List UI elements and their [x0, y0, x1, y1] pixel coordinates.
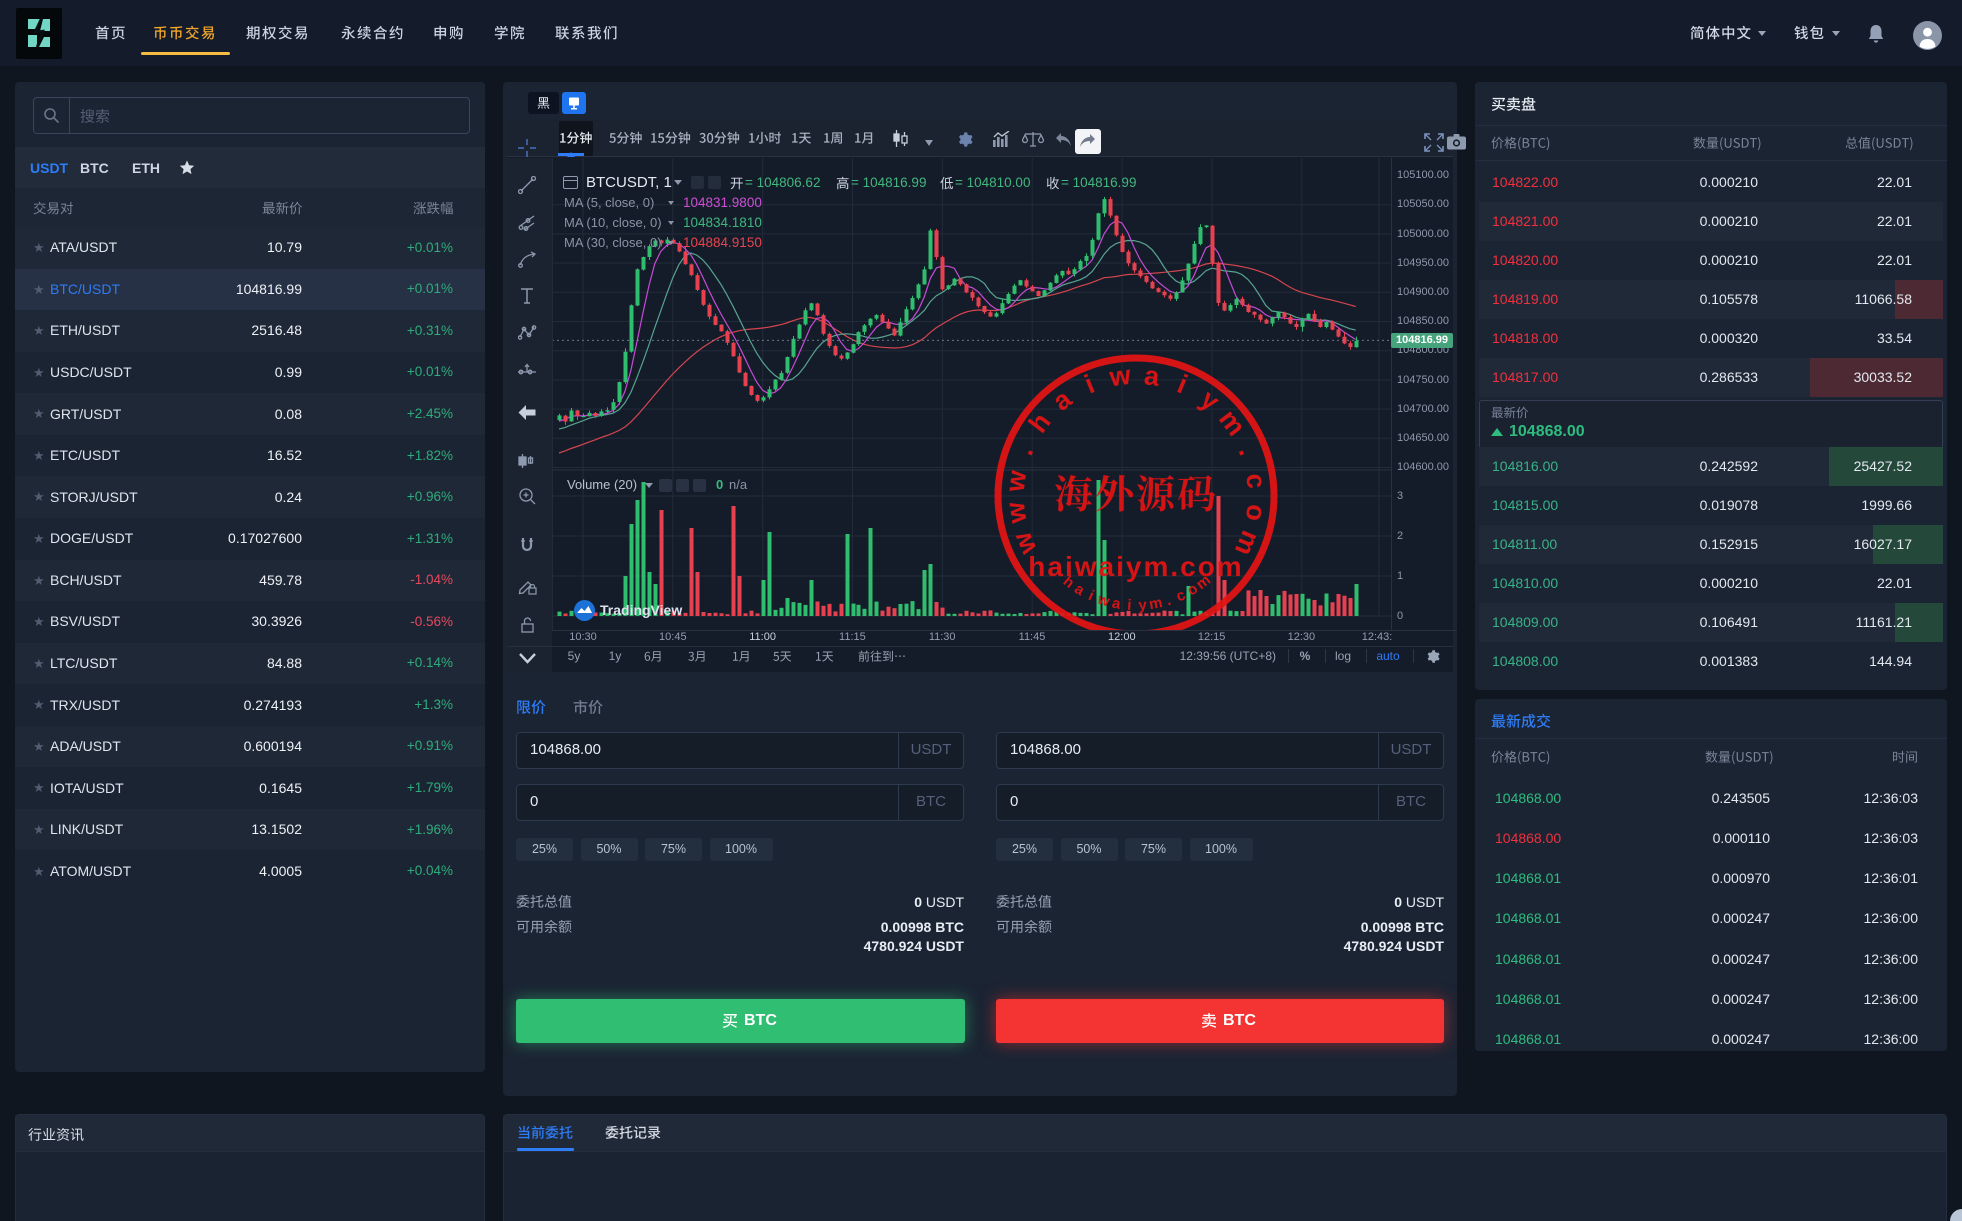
svg-text:w: w: [1000, 468, 1033, 495]
svg-text:c: c: [1240, 472, 1272, 491]
svg-text:w: w: [1000, 499, 1033, 526]
svg-text:i: i: [1127, 597, 1132, 614]
svg-text:i: i: [1086, 587, 1097, 604]
svg-text:i: i: [1173, 369, 1191, 400]
svg-text:y: y: [1138, 597, 1148, 615]
svg-text:o: o: [1240, 503, 1272, 523]
svg-text:.: .: [1164, 592, 1173, 609]
svg-text:a: a: [1071, 580, 1087, 599]
svg-text:y: y: [1195, 384, 1225, 417]
svg-text:a: a: [1142, 360, 1162, 392]
svg-text:.: .: [1233, 441, 1264, 459]
svg-text:a: a: [1111, 595, 1123, 613]
svg-text:a: a: [1047, 383, 1078, 417]
svg-text:w: w: [1094, 590, 1111, 610]
svg-text:i: i: [1080, 369, 1098, 400]
svg-text:haiwaiym.com: haiwaiym.com: [1028, 551, 1243, 582]
svg-text:m: m: [1148, 594, 1164, 613]
svg-text:.: .: [1009, 441, 1040, 459]
svg-text:w: w: [1107, 360, 1134, 393]
